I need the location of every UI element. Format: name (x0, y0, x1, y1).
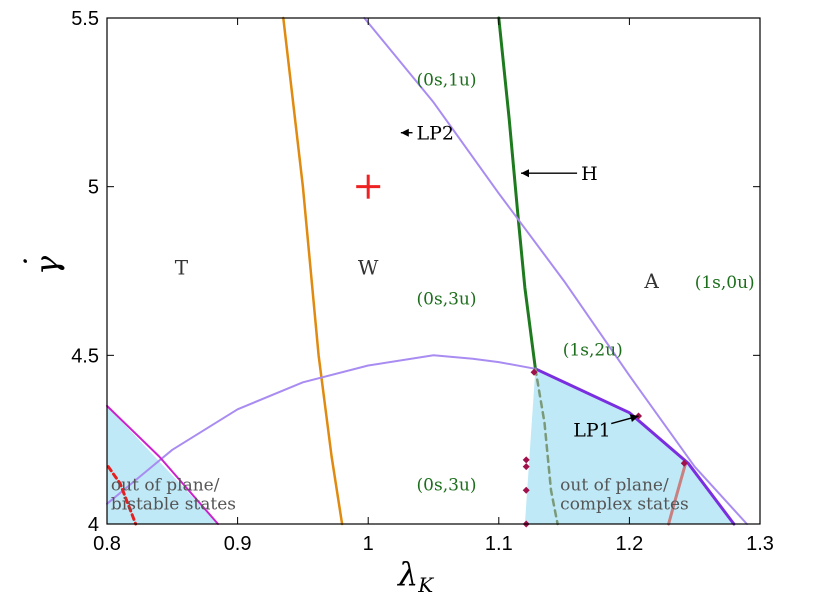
region-label-1: W (358, 255, 379, 279)
annotation-label-0: LP2 (417, 123, 455, 145)
region-note-line: out of plane/ (560, 475, 669, 495)
diamond-marker-3 (522, 486, 530, 494)
annotation-label-2: LP1 (573, 420, 611, 442)
y-tick-label-0: 4 (88, 514, 99, 536)
plot-frame (106, 17, 761, 525)
annotation-arrow-head-0 (400, 128, 409, 137)
series-line-8 (667, 461, 688, 526)
series-line-3 (106, 354, 537, 505)
x-tick-label-5: 1.3 (746, 533, 774, 555)
x-axis-label: λK (396, 555, 434, 593)
x-tick-label-0: 0.8 (93, 533, 121, 555)
annotation-arrows (400, 128, 639, 425)
y-axis-ticks: 4 4.5 5 5.5 (71, 8, 760, 536)
series-line-1 (497, 16, 537, 371)
region-note-line: out of plane/ (111, 475, 220, 495)
stability-label-3: (1s,2u) (563, 340, 623, 360)
y-tick-label-3: 5.5 (71, 8, 99, 30)
y-axis-dot: ˙ (18, 256, 56, 272)
x-tick-label-4: 1.2 (615, 533, 643, 555)
y-tick-label-2: 5 (88, 177, 99, 199)
stability-label-1: (0s,3u) (417, 290, 477, 310)
series-line-4 (533, 367, 736, 526)
diamond-marker-0 (530, 368, 538, 376)
diamond-marker-2 (522, 463, 530, 471)
stability-label-2: (1s,0u) (695, 273, 755, 293)
region-note-0: out of plane/bistable states (111, 475, 236, 514)
diamond-marker-1 (522, 456, 530, 464)
region-label-0: T (175, 255, 189, 279)
series-line-7 (534, 367, 559, 526)
region-note-line: complex states (560, 494, 689, 514)
annotation-arrow-head-1 (521, 169, 529, 178)
annotation-arrow-head-2 (629, 414, 639, 422)
text-labels: T W A (0s,1u) (0s,3u) (1s,0u) (1s,2u) (0s,3u) LP… (111, 70, 755, 514)
region-note-line: bistable states (111, 494, 236, 514)
series-line-0 (282, 16, 344, 526)
parameter-marker (356, 174, 381, 199)
x-axis-subscript: K (417, 573, 434, 593)
x-axis-symbol: λ (396, 555, 418, 593)
boundary-curves (106, 16, 748, 526)
diamond-marker-5 (680, 459, 688, 467)
series-line-2 (363, 17, 748, 525)
shaded-region-0 (107, 405, 218, 524)
y-tick-label-1: 4.5 (71, 345, 99, 367)
stability-label-4: (0s,3u) (417, 475, 477, 495)
region-note-1: out of plane/complex states (560, 475, 689, 514)
region-label-2: A (643, 269, 659, 293)
series-line-5 (106, 404, 219, 525)
y-axis-label: γ ˙ (18, 255, 66, 275)
x-tick-label-3: 1.1 (485, 533, 513, 555)
shaded-region-1 (524, 368, 734, 524)
y-axis-symbol: γ (28, 255, 66, 275)
x-axis-ticks: 0.8 0.9 1 1.1 1.2 1.3 (93, 18, 774, 555)
x-tick-label-2: 1 (363, 533, 374, 555)
stability-label-0: (0s,1u) (417, 70, 477, 90)
shaded-regions (107, 368, 734, 524)
x-tick-label-1: 0.9 (224, 533, 252, 555)
series-line-6 (106, 465, 138, 526)
annotation-label-1: H (581, 163, 598, 185)
